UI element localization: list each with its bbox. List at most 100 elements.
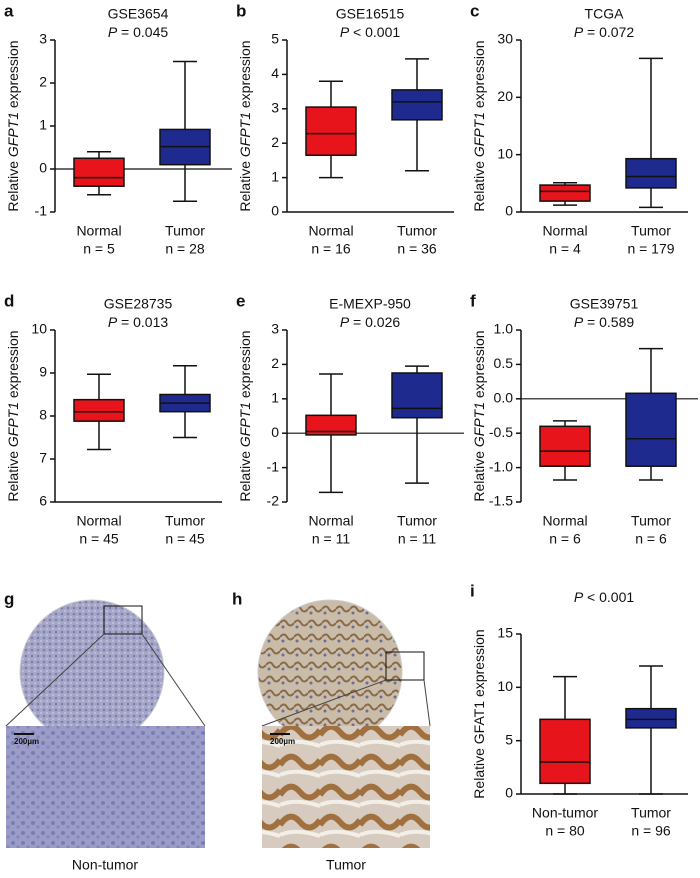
chart-subtitle: P = 0.026 <box>340 314 401 330</box>
y-tick-label: 0 <box>505 785 513 801</box>
y-tick-label: 2 <box>39 74 47 90</box>
y-tick-label: 8 <box>39 407 47 423</box>
image-panel-h: h 200µm Tumor <box>232 589 431 873</box>
n-label: n = 6 <box>549 531 581 547</box>
box <box>625 157 677 189</box>
x-tick-label: Normal <box>308 513 353 529</box>
y-axis-label: Relative GFPT1 expression <box>237 40 253 211</box>
n-label: n = 179 <box>627 241 674 257</box>
zoom-image <box>262 726 430 848</box>
chart-title: GSE16515 <box>336 6 405 22</box>
chart-title: GSE28735 <box>104 296 173 312</box>
chart-title: GSE39751 <box>570 296 639 312</box>
n-label: n = 45 <box>165 531 205 547</box>
y-tick-label: 10 <box>497 678 513 694</box>
n-label: n = 11 <box>312 531 350 547</box>
y-tick-label: 0.0 <box>494 390 514 406</box>
y-tick-label: 0.5 <box>494 355 514 371</box>
n-label: n = 80 <box>545 823 585 839</box>
x-tick-label: Normal <box>76 513 121 529</box>
y-tick-label: 10 <box>497 145 513 161</box>
tissue-core <box>257 599 403 745</box>
x-tick-label: Tumor <box>165 513 205 529</box>
y-tick-label: 5 <box>271 31 279 47</box>
zoom-line <box>423 679 431 727</box>
panel-label: c <box>470 1 479 20</box>
y-tick-label: 10 <box>31 321 47 337</box>
chart-subtitle: P = 0.045 <box>108 24 169 40</box>
chart-title: GSE3654 <box>108 6 169 22</box>
x-tick-label: Normal <box>76 223 121 239</box>
box <box>539 718 591 785</box>
n-label: n = 4 <box>549 241 581 257</box>
n-label: n = 45 <box>79 531 119 547</box>
x-tick-label: Normal <box>542 513 587 529</box>
y-axis-label: Relative GFPT1 expression <box>5 330 21 501</box>
y-tick-label: 3 <box>39 31 47 47</box>
box <box>625 392 677 467</box>
y-tick-label: -1.0 <box>489 458 513 474</box>
scale-bar-label: 200µm <box>14 737 39 746</box>
box <box>625 707 677 729</box>
panel-label: d <box>4 291 14 310</box>
y-tick-label: 20 <box>497 88 513 104</box>
x-tick-label: Tumor <box>631 805 671 821</box>
zoom-image <box>6 726 205 848</box>
y-tick-label: 1 <box>39 117 47 133</box>
box <box>391 89 443 121</box>
chart-subtitle: P < 0.001 <box>574 589 635 605</box>
box <box>539 184 591 202</box>
panel-label: g <box>4 589 14 608</box>
panel-label: f <box>470 291 476 310</box>
panel-label: b <box>236 1 246 20</box>
x-tick-label: Normal <box>308 223 353 239</box>
n-label: n = 5 <box>83 241 115 257</box>
y-tick-label: 0 <box>271 424 279 440</box>
y-tick-label: 30 <box>497 31 513 47</box>
y-tick-label: 1 <box>271 168 279 184</box>
y-tick-label: 0 <box>505 203 513 219</box>
x-tick-label: Tumor <box>165 223 205 239</box>
n-label: n = 11 <box>398 531 436 547</box>
y-axis-label: Relative GFPT1 expression <box>5 40 21 211</box>
x-tick-label: Normal <box>542 223 587 239</box>
zoom-line <box>141 633 206 727</box>
box <box>73 157 125 187</box>
y-tick-label: 2 <box>271 134 279 150</box>
y-tick-label: 3 <box>271 100 279 116</box>
y-axis-label: Relative GFAT1 expression <box>471 629 487 798</box>
image-panel-g: g 200µm Non-tumor <box>4 589 206 873</box>
inset-box <box>103 605 143 635</box>
y-tick-label: 7 <box>39 450 47 466</box>
scale-bar-label: 200µm <box>270 737 295 746</box>
panel-label: e <box>236 291 245 310</box>
y-tick-label: 5 <box>505 731 513 747</box>
box <box>539 425 591 467</box>
y-axis-label: Relative GFPT1 expression <box>471 40 487 211</box>
zoom-line <box>5 633 105 727</box>
x-tick-label: Tumor <box>397 513 437 529</box>
panel-label: a <box>4 1 14 20</box>
y-tick-label: -0.5 <box>489 424 513 440</box>
y-axis-label: Relative GFPT1 expression <box>237 330 253 501</box>
image-caption: Tumor <box>326 857 366 873</box>
box <box>305 414 357 436</box>
y-tick-label: -1 <box>267 458 280 474</box>
box <box>305 106 357 156</box>
x-tick-label: Tumor <box>631 223 671 239</box>
x-tick-label: Tumor <box>397 223 437 239</box>
y-tick-label: 2 <box>271 355 279 371</box>
inset-box <box>385 651 425 681</box>
chart-subtitle: P = 0.072 <box>574 24 635 40</box>
n-label: n = 6 <box>635 531 667 547</box>
n-label: n = 36 <box>397 241 437 257</box>
y-tick-label: 0 <box>39 160 47 176</box>
y-tick-label: 6 <box>39 493 47 509</box>
x-tick-label: Non-tumor <box>532 805 598 821</box>
y-tick-label: 1 <box>271 390 279 406</box>
n-label: n = 96 <box>631 823 671 839</box>
chart-subtitle: P = 0.589 <box>574 314 635 330</box>
chart-subtitle: P < 0.001 <box>340 24 401 40</box>
x-tick-label: Tumor <box>631 513 671 529</box>
